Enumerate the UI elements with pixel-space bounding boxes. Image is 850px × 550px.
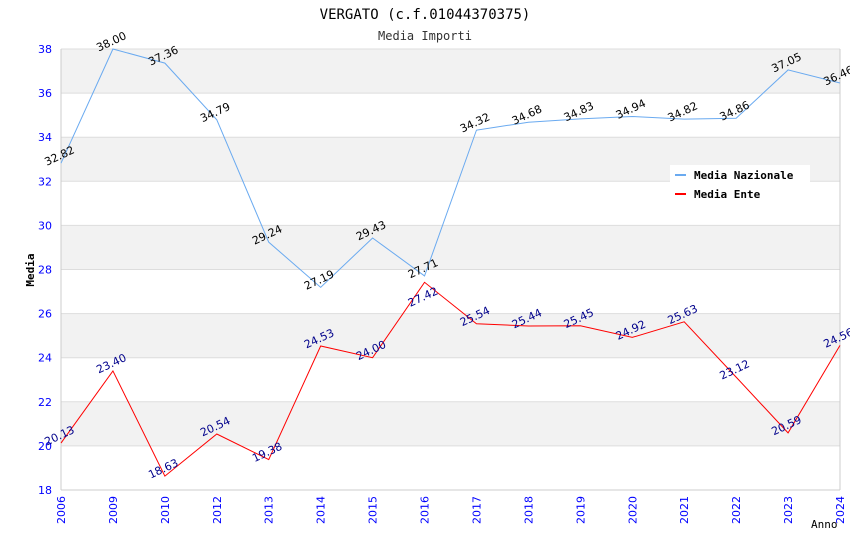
data-label: 34.79	[198, 100, 232, 125]
x-tick-label: 2012	[211, 496, 224, 524]
chart-subtitle: Media Importi	[378, 29, 472, 43]
x-tick-label: 2009	[107, 496, 120, 524]
data-label: 27.42	[406, 285, 440, 310]
legend-bg	[670, 184, 810, 203]
y-tick-label: 30	[38, 219, 52, 232]
data-label: 34.68	[510, 102, 544, 127]
x-axis-label: Anno	[811, 518, 838, 531]
legend-entry: Media Ente	[694, 188, 761, 201]
y-tick-label: 20	[38, 440, 52, 453]
x-tick-label: 2014	[315, 496, 328, 524]
chart-title: VERGATO (c.f.01044370375)	[320, 7, 531, 23]
data-label: 34.83	[562, 99, 596, 124]
data-label: 18.63	[146, 456, 180, 481]
data-label: 27.19	[302, 268, 336, 293]
legend-bg	[670, 165, 810, 184]
x-tick-label: 2021	[678, 496, 691, 524]
x-tick-label: 2022	[730, 496, 743, 524]
y-tick-label: 34	[38, 131, 52, 144]
x-tick-label: 2016	[419, 496, 432, 524]
x-tick-label: 2024	[834, 496, 847, 524]
data-label: 34.32	[458, 110, 492, 135]
x-tick-label: 2017	[470, 496, 483, 524]
legend: Media Nazionale Media Ente	[670, 165, 810, 203]
grid-band	[61, 225, 840, 270]
x-tick-label: 2019	[574, 496, 587, 524]
x-tick-label: 2006	[55, 496, 68, 524]
data-label: 34.86	[718, 99, 752, 124]
data-label: 34.82	[666, 99, 700, 124]
y-tick-label: 28	[38, 264, 52, 277]
x-tick-label: 2013	[263, 496, 276, 524]
x-tick-label: 2023	[782, 496, 795, 524]
y-tick-label: 32	[38, 175, 52, 188]
grid-band	[61, 49, 840, 94]
y-tick-label: 18	[38, 484, 52, 497]
x-tick-label: 2010	[159, 496, 172, 524]
x-tick-label: 2018	[522, 496, 535, 524]
data-label: 34.94	[614, 97, 648, 122]
y-tick-label: 24	[38, 352, 52, 365]
grid-band	[61, 401, 840, 446]
x-tick-label: 2015	[367, 496, 380, 524]
y-tick-label: 26	[38, 308, 52, 321]
grid-band	[61, 313, 840, 358]
x-tick-label: 2020	[626, 496, 639, 524]
series-line-0	[60, 48, 841, 289]
series-line-1	[60, 281, 841, 477]
y-tick-label: 36	[38, 87, 52, 100]
legend-entry: Media Nazionale	[694, 169, 794, 182]
y-axis-label: Media	[24, 253, 37, 286]
y-tick-label: 38	[38, 43, 52, 56]
data-label: 23.12	[718, 357, 752, 382]
y-tick-label: 22	[38, 396, 52, 409]
